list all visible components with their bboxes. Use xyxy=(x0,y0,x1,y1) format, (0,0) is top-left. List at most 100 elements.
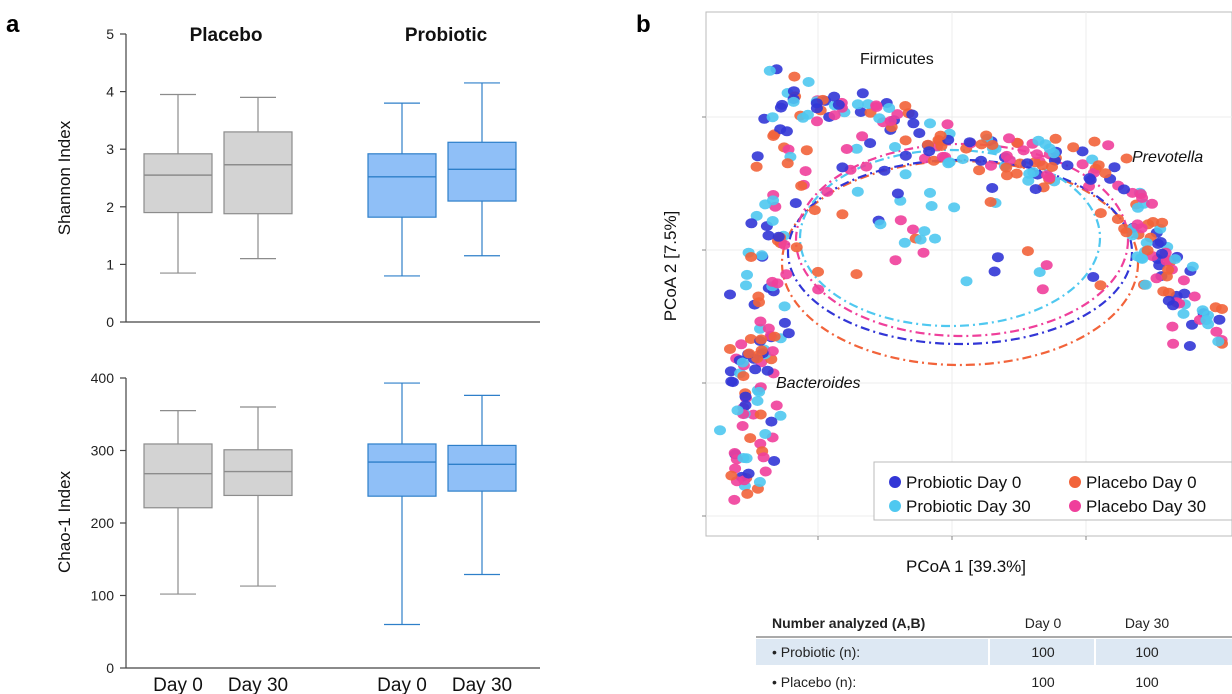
table-header-day30: Day 30 xyxy=(1125,615,1170,631)
point-probiotic-day0 xyxy=(739,391,752,402)
point-probiotic-day30 xyxy=(755,250,768,261)
x-category-probiotic-day0: Day 0 xyxy=(377,675,427,694)
point-placebo-day0 xyxy=(1094,280,1107,291)
point-placebo-day0 xyxy=(737,371,750,382)
point-probiotic-day30 xyxy=(714,425,726,436)
point-placebo-day0 xyxy=(754,409,767,420)
point-placebo-day30 xyxy=(771,278,784,289)
point-probiotic-day30 xyxy=(802,77,815,87)
point-probiotic-day30 xyxy=(1212,336,1225,347)
point-probiotic-day0 xyxy=(1167,300,1179,311)
point-placebo-day30 xyxy=(757,452,770,463)
box-iqr xyxy=(367,153,437,218)
box-iqr xyxy=(447,141,517,202)
point-placebo-day0 xyxy=(1021,246,1034,257)
shannon-box-placebo-day0 xyxy=(143,93,213,274)
point-placebo-day30 xyxy=(1177,275,1190,286)
point-probiotic-day30 xyxy=(898,237,911,248)
point-probiotic-day0 xyxy=(778,317,791,328)
point-probiotic-day0 xyxy=(1183,341,1196,351)
point-placebo-day30 xyxy=(799,166,812,177)
point-probiotic-day30 xyxy=(1043,143,1056,154)
point-placebo-day30 xyxy=(1003,133,1015,144)
point-placebo-day0 xyxy=(741,488,754,499)
point-probiotic-day30 xyxy=(736,357,749,368)
point-placebo-day0 xyxy=(1141,245,1154,256)
point-probiotic-day30 xyxy=(797,112,809,123)
confidence-ellipse xyxy=(786,158,1134,346)
point-probiotic-day30 xyxy=(914,234,927,245)
point-placebo-day0 xyxy=(725,470,738,481)
point-probiotic-day30 xyxy=(850,143,863,154)
point-placebo-day30 xyxy=(891,109,904,120)
point-placebo-day0 xyxy=(1092,160,1105,171)
point-placebo-day30 xyxy=(1102,140,1115,151)
point-placebo-day30 xyxy=(728,448,741,458)
point-probiotic-day30 xyxy=(889,142,901,152)
panel-label-a: a xyxy=(6,11,20,38)
point-probiotic-day0 xyxy=(751,151,764,162)
point-placebo-day30 xyxy=(828,110,841,121)
point-probiotic-day30 xyxy=(883,103,896,113)
annotation-prevotella: Prevotella xyxy=(1132,149,1203,166)
point-probiotic-day30 xyxy=(759,199,772,210)
point-probiotic-day30 xyxy=(924,118,936,129)
point-placebo-day0 xyxy=(1157,286,1170,297)
point-probiotic-day0 xyxy=(913,128,926,139)
point-probiotic-day0 xyxy=(1154,237,1167,247)
point-probiotic-day0 xyxy=(742,468,755,479)
point-placebo-day30 xyxy=(811,116,823,127)
point-probiotic-day0 xyxy=(986,183,999,193)
point-placebo-day0 xyxy=(1216,304,1228,314)
chao1-box-placebo-day0 xyxy=(143,410,213,595)
point-probiotic-day0 xyxy=(776,99,789,110)
shannon-y-tick-label: 0 xyxy=(106,314,114,330)
point-placebo-day30 xyxy=(778,239,791,250)
legend-marker-probiotic-day30 xyxy=(889,500,901,512)
chao1-y-tick-label: 300 xyxy=(91,443,115,459)
point-placebo-day0 xyxy=(745,252,758,262)
chao1-y-tick-label: 100 xyxy=(91,588,115,604)
table-header-day0: Day 0 xyxy=(1025,615,1062,631)
point-probiotic-day30 xyxy=(925,201,938,211)
point-placebo-day30 xyxy=(762,323,775,334)
point-placebo-day0 xyxy=(753,297,765,308)
point-placebo-day0 xyxy=(788,71,801,82)
annotation-bacteroides: Bacteroides xyxy=(776,375,861,392)
legend-marker-probiotic-day0 xyxy=(889,476,901,488)
point-placebo-day0 xyxy=(1160,271,1173,282)
point-probiotic-day0 xyxy=(1118,184,1130,195)
point-placebo-day0 xyxy=(790,242,803,253)
point-placebo-day0 xyxy=(1094,208,1107,219)
point-placebo-day0 xyxy=(812,266,824,277)
chao1-y-tick-label: 200 xyxy=(91,515,115,531)
table-row-label-probiotic: • Probiotic (n): xyxy=(772,644,860,660)
point-placebo-day30 xyxy=(735,339,748,350)
shannon-box-plot: 0 1 2 3 4 5 Shannon Index xyxy=(55,26,540,330)
point-placebo-day0 xyxy=(1156,217,1169,228)
point-placebo-day30 xyxy=(754,316,767,327)
group-label-placebo: Placebo xyxy=(190,25,263,46)
point-probiotic-day30 xyxy=(1131,202,1144,213)
point-placebo-day30 xyxy=(1150,273,1163,284)
point-placebo-day0 xyxy=(1111,214,1124,225)
pcoa-points xyxy=(714,64,1228,505)
point-probiotic-day0 xyxy=(1156,248,1168,259)
point-probiotic-day30 xyxy=(960,276,973,287)
point-placebo-day0 xyxy=(1120,227,1133,238)
x-category-probiotic-day30: Day 30 xyxy=(452,675,512,694)
pcoa-x-label: PCoA 1 [39.3%] xyxy=(906,557,1026,576)
point-probiotic-day0 xyxy=(991,252,1004,263)
point-probiotic-day30 xyxy=(1140,237,1153,248)
pcoa-y-label: PCoA 2 [7.5%] xyxy=(661,211,680,322)
point-placebo-day0 xyxy=(986,140,999,150)
table-cell-probiotic-day30: 100 xyxy=(1135,644,1159,660)
shannon-y-tick-label: 2 xyxy=(106,199,114,215)
point-probiotic-day30 xyxy=(763,65,776,76)
box-iqr xyxy=(143,153,213,214)
group-label-probiotic: Probiotic xyxy=(405,25,488,46)
point-probiotic-day0 xyxy=(765,416,778,427)
point-probiotic-day0 xyxy=(963,137,976,148)
chao1-box-probiotic-day30 xyxy=(447,394,517,576)
point-probiotic-day0 xyxy=(761,365,774,376)
